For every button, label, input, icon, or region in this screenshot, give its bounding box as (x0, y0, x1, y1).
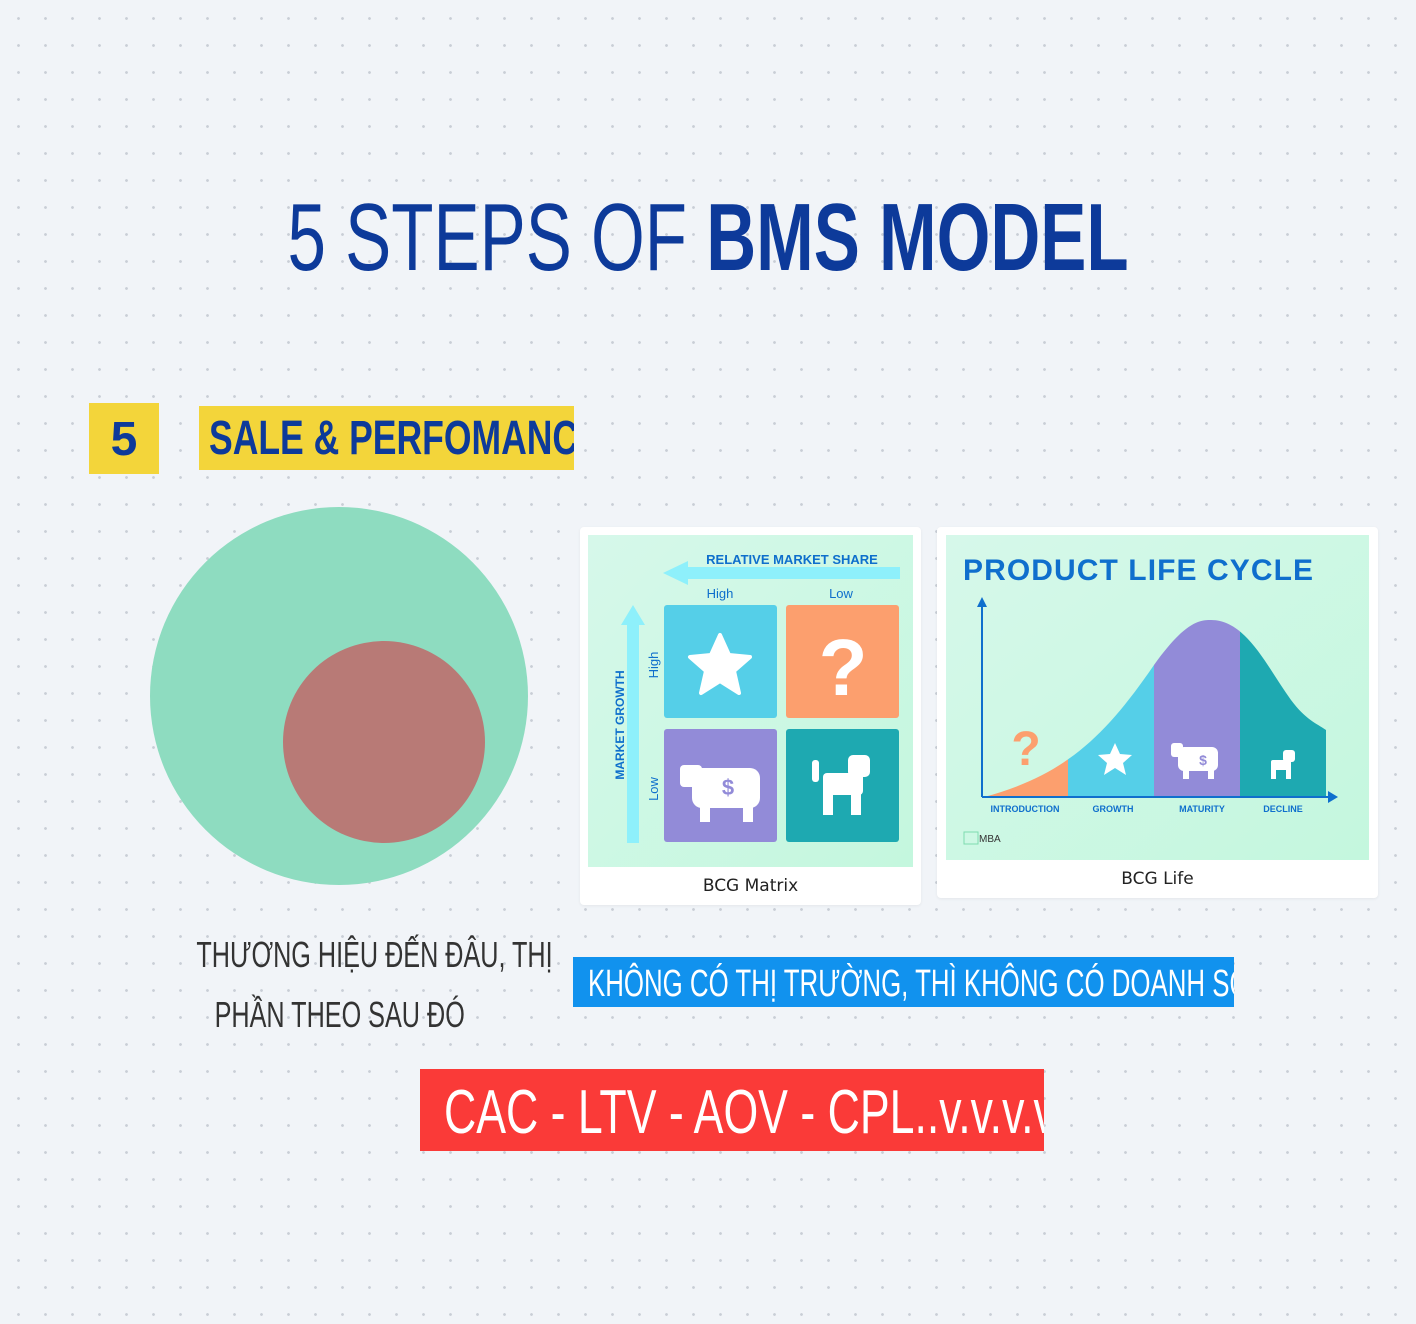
question-quadrant (786, 605, 899, 718)
market-banner-text: KHÔNG CÓ THỊ TRƯỜNG, THÌ KHÔNG CÓ DOANH … (588, 963, 1234, 1005)
bcg-matrix-image: RELATIVE MARKET SHARE High Low MARKET GR… (588, 535, 913, 867)
step-label-text: SALE & PERFOMANCE (209, 412, 574, 465)
stage-label: MATURITY (1179, 804, 1225, 814)
metrics-banner: CAC - LTV - AOV - CPL..v.v.v.v (420, 1069, 1044, 1151)
title-part2: BMS MODEL (706, 184, 1129, 291)
page-title: 5 STEPS OF BMS MODEL (0, 188, 1416, 288)
star-icon (1098, 743, 1132, 775)
cash-cow-icon: $ (680, 765, 760, 822)
title-part1: 5 STEPS OF (287, 184, 707, 291)
bcg-matrix-caption: BCG Matrix (702, 876, 799, 896)
inner-circle (283, 641, 485, 843)
venn-diagram (150, 507, 528, 885)
stage-label: GROWTH (1093, 804, 1134, 814)
y-arrow (977, 597, 987, 607)
x-high-label: High (707, 586, 734, 601)
svg-text:$: $ (1199, 752, 1207, 768)
bcg-matrix-card[interactable]: RELATIVE MARKET SHARE High Low MARKET GR… (580, 527, 921, 905)
star-icon (688, 633, 752, 695)
y-high-label: High (646, 652, 661, 679)
stage-label: INTRODUCTION (991, 804, 1060, 814)
x-axis-arrow (663, 561, 900, 585)
x-low-label: Low (829, 586, 853, 601)
brand-caption-line1: THƯƠNG HIỆU ĐẾN ĐÂU, THỊ (196, 934, 553, 975)
stage-label: DECLINE (1263, 804, 1303, 814)
life-cycle-title: PRODUCT LIFE CYCLE (963, 554, 1313, 587)
svg-text:$: $ (722, 775, 734, 800)
market-banner: KHÔNG CÓ THỊ TRƯỜNG, THÌ KHÔNG CÓ DOANH … (573, 957, 1234, 1007)
question-icon: ? (819, 623, 868, 712)
brand-caption-line2: PHẦN THEO SAU ĐÓ (214, 994, 466, 1035)
mba-logo-box (963, 831, 979, 845)
bcg-life-card[interactable]: PRODUCT LIFE CYCLE ? $ INTRODUCTION GROW… (937, 527, 1378, 898)
dog-icon (812, 755, 870, 815)
metrics-banner-text: CAC - LTV - AOV - CPL..v.v.v.v (444, 1078, 1044, 1147)
step-label: SALE & PERFOMANCE (199, 406, 574, 470)
product-life-cycle-image: PRODUCT LIFE CYCLE ? $ INTRODUCTION GROW… (946, 535, 1369, 860)
step-number: 5 (89, 403, 159, 474)
question-icon: ? (1011, 723, 1040, 776)
dog-icon (1271, 750, 1295, 779)
x-axis-label: RELATIVE MARKET SHARE (706, 552, 878, 567)
cash-cow-icon: $ (1171, 743, 1218, 779)
y-low-label: Low (646, 776, 661, 800)
mba-logo: MBA (979, 834, 1001, 845)
brand-caption: THƯƠNG HIỆU ĐẾN ĐÂU, THỊ PHẦN THEO SAU Đ… (120, 925, 560, 1045)
y-axis-arrow (621, 605, 645, 843)
y-axis-label: MARKET GROWTH (613, 670, 627, 779)
x-arrow (1328, 791, 1338, 803)
bcg-life-caption: BCG Life (1121, 869, 1194, 889)
